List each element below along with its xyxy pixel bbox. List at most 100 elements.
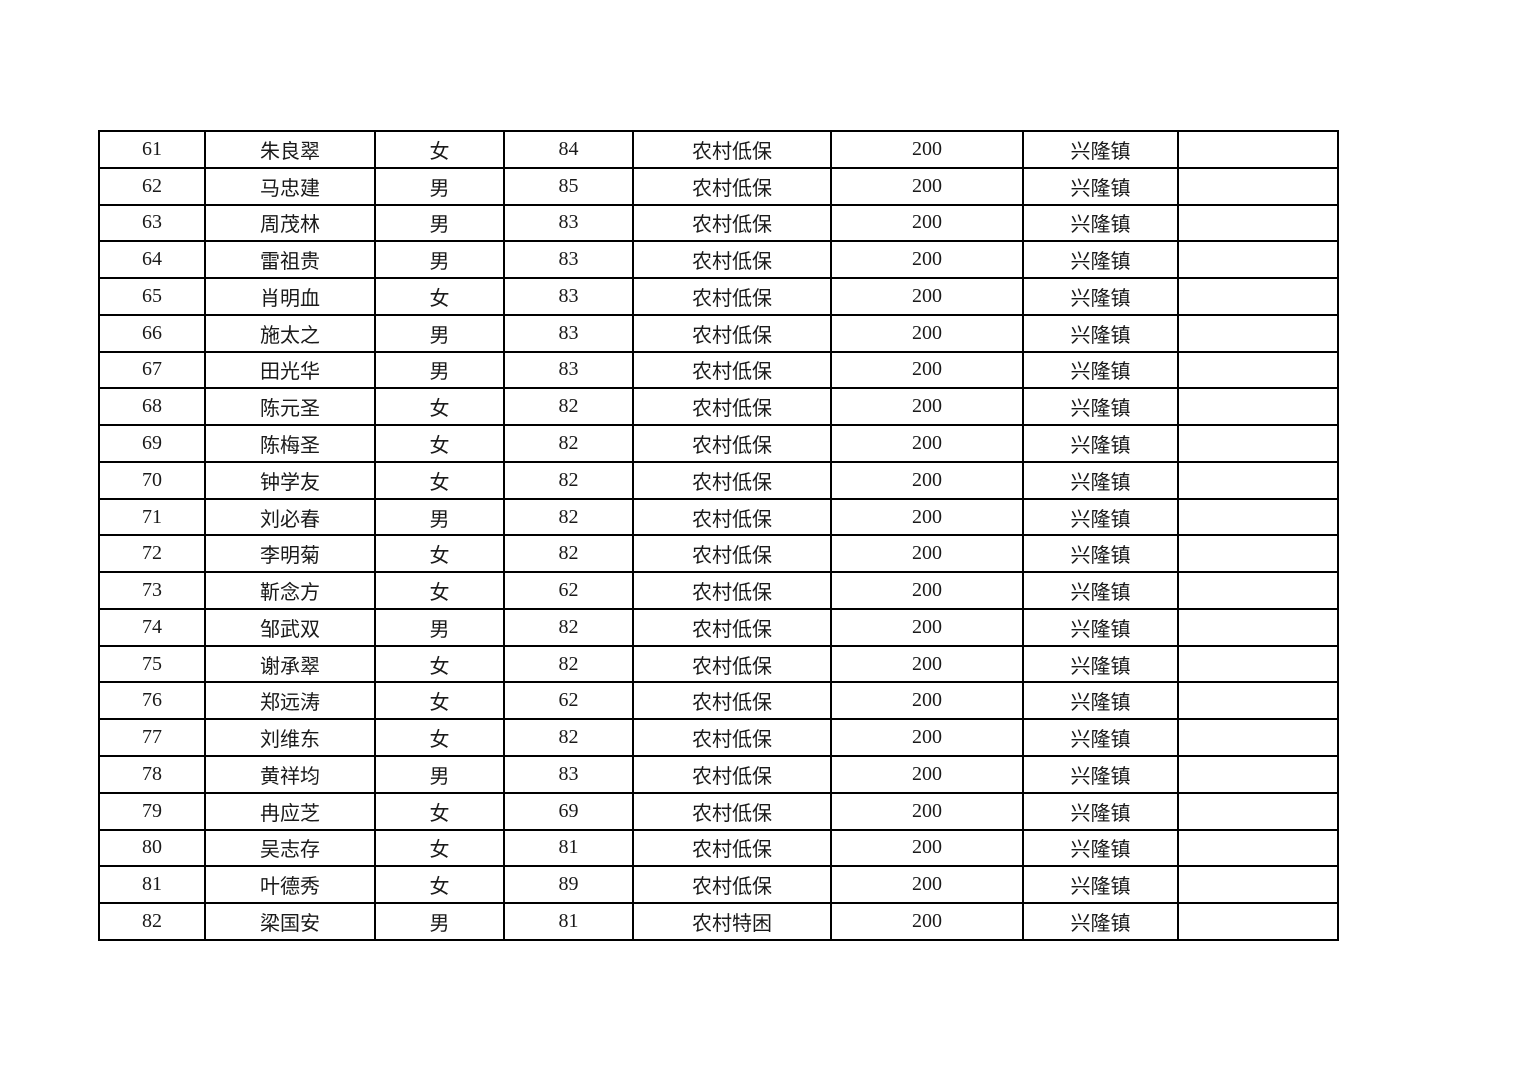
table-row: 81 叶德秀 女 89 农村低保 200 兴隆镇 <box>98 865 1339 905</box>
cell-type: 农村低保 <box>632 681 832 721</box>
cell-amount: 200 <box>830 497 1024 537</box>
cell-town: 兴隆镇 <box>1022 755 1179 794</box>
cell-name: 邹武双 <box>204 607 376 647</box>
cell-town: 兴隆镇 <box>1022 534 1179 574</box>
cell-note <box>1177 755 1339 794</box>
table-row: 73 靳念方 女 62 农村低保 200 兴隆镇 <box>98 571 1339 610</box>
table-row: 63 周茂林 男 83 农村低保 200 兴隆镇 <box>98 203 1339 243</box>
cell-name: 刘必春 <box>204 497 376 537</box>
cell-town: 兴隆镇 <box>1022 166 1179 206</box>
cell-gender: 男 <box>374 902 505 941</box>
cell-note <box>1177 240 1339 280</box>
cell-no: 68 <box>98 387 206 427</box>
cell-amount: 200 <box>830 607 1024 647</box>
cell-town: 兴隆镇 <box>1022 497 1179 537</box>
cell-amount: 200 <box>830 240 1024 280</box>
cell-note <box>1177 571 1339 610</box>
cell-name: 肖明血 <box>204 277 376 316</box>
table-row: 72 李明菊 女 82 农村低保 200 兴隆镇 <box>98 534 1339 574</box>
cell-note <box>1177 534 1339 574</box>
table-row: 68 陈元圣 女 82 农村低保 200 兴隆镇 <box>98 387 1339 427</box>
cell-no: 79 <box>98 791 206 831</box>
table-row: 67 田光华 男 83 农村低保 200 兴隆镇 <box>98 350 1339 390</box>
cell-no: 80 <box>98 828 206 868</box>
cell-type: 农村低保 <box>632 460 832 500</box>
cell-name: 陈梅圣 <box>204 424 376 463</box>
cell-town: 兴隆镇 <box>1022 130 1179 169</box>
cell-note <box>1177 313 1339 353</box>
cell-town: 兴隆镇 <box>1022 644 1179 684</box>
cell-note <box>1177 644 1339 684</box>
cell-town: 兴隆镇 <box>1022 865 1179 905</box>
cell-name: 朱良翠 <box>204 130 376 169</box>
cell-gender: 女 <box>374 718 505 758</box>
table-row: 80 吴志存 女 81 农村低保 200 兴隆镇 <box>98 828 1339 868</box>
cell-type: 农村低保 <box>632 828 832 868</box>
cell-type: 农村低保 <box>632 497 832 537</box>
cell-no: 76 <box>98 681 206 721</box>
cell-no: 61 <box>98 130 206 169</box>
cell-gender: 女 <box>374 277 505 316</box>
cell-type: 农村低保 <box>632 791 832 831</box>
cell-type: 农村低保 <box>632 387 832 427</box>
cell-town: 兴隆镇 <box>1022 607 1179 647</box>
cell-no: 70 <box>98 460 206 500</box>
cell-amount: 200 <box>830 902 1024 941</box>
cell-amount: 200 <box>830 277 1024 316</box>
cell-type: 农村低保 <box>632 607 832 647</box>
cell-type: 农村低保 <box>632 865 832 905</box>
cell-no: 62 <box>98 166 206 206</box>
cell-age: 62 <box>503 571 634 610</box>
cell-amount: 200 <box>830 681 1024 721</box>
cell-amount: 200 <box>830 571 1024 610</box>
cell-amount: 200 <box>830 644 1024 684</box>
cell-no: 67 <box>98 350 206 390</box>
cell-age: 83 <box>503 203 634 243</box>
cell-no: 77 <box>98 718 206 758</box>
cell-gender: 女 <box>374 791 505 831</box>
cell-amount: 200 <box>830 424 1024 463</box>
cell-gender: 男 <box>374 755 505 794</box>
cell-type: 农村低保 <box>632 203 832 243</box>
cell-town: 兴隆镇 <box>1022 681 1179 721</box>
cell-type: 农村低保 <box>632 571 832 610</box>
cell-note <box>1177 387 1339 427</box>
cell-town: 兴隆镇 <box>1022 387 1179 427</box>
cell-type: 农村低保 <box>632 755 832 794</box>
cell-no: 71 <box>98 497 206 537</box>
cell-no: 65 <box>98 277 206 316</box>
cell-town: 兴隆镇 <box>1022 571 1179 610</box>
cell-note <box>1177 424 1339 463</box>
table-row: 69 陈梅圣 女 82 农村低保 200 兴隆镇 <box>98 424 1339 463</box>
cell-age: 82 <box>503 424 634 463</box>
cell-town: 兴隆镇 <box>1022 791 1179 831</box>
cell-no: 64 <box>98 240 206 280</box>
cell-type: 农村低保 <box>632 644 832 684</box>
cell-gender: 女 <box>374 460 505 500</box>
cell-gender: 女 <box>374 424 505 463</box>
table-row: 70 钟学友 女 82 农村低保 200 兴隆镇 <box>98 460 1339 500</box>
cell-age: 83 <box>503 313 634 353</box>
cell-gender: 男 <box>374 607 505 647</box>
cell-name: 田光华 <box>204 350 376 390</box>
cell-name: 冉应芝 <box>204 791 376 831</box>
cell-amount: 200 <box>830 166 1024 206</box>
cell-type: 农村低保 <box>632 240 832 280</box>
cell-type: 农村低保 <box>632 130 832 169</box>
cell-age: 82 <box>503 460 634 500</box>
cell-type: 农村低保 <box>632 424 832 463</box>
cell-amount: 200 <box>830 203 1024 243</box>
cell-no: 75 <box>98 644 206 684</box>
table-row: 62 马忠建 男 85 农村低保 200 兴隆镇 <box>98 166 1339 206</box>
cell-note <box>1177 607 1339 647</box>
cell-age: 81 <box>503 902 634 941</box>
cell-age: 82 <box>503 387 634 427</box>
cell-no: 66 <box>98 313 206 353</box>
cell-note <box>1177 166 1339 206</box>
cell-amount: 200 <box>830 130 1024 169</box>
cell-town: 兴隆镇 <box>1022 240 1179 280</box>
cell-age: 69 <box>503 791 634 831</box>
cell-age: 84 <box>503 130 634 169</box>
cell-type: 农村低保 <box>632 277 832 316</box>
cell-name: 雷祖贵 <box>204 240 376 280</box>
